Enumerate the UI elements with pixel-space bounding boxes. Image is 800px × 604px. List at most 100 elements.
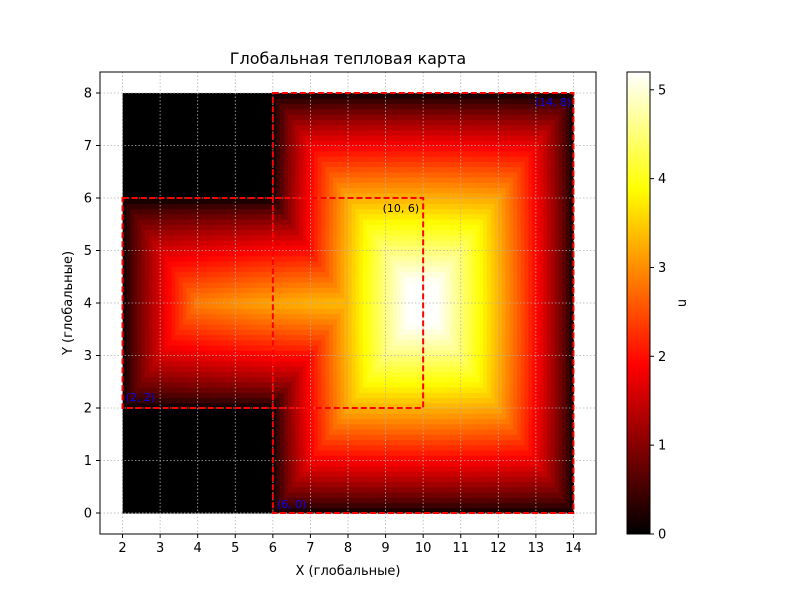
heat-cell — [175, 434, 180, 441]
heat-cell — [122, 182, 127, 189]
heat-cell — [122, 250, 127, 257]
heat-cell — [340, 124, 345, 131]
heat-cell — [137, 187, 142, 194]
heat-cell — [314, 255, 319, 262]
heat-cell — [216, 507, 221, 514]
heat-cell — [122, 156, 127, 162]
heat-cell — [242, 171, 248, 178]
heat-cell — [186, 98, 191, 105]
heat-cell — [186, 145, 191, 152]
heat-cell — [152, 324, 157, 330]
heat-cell — [201, 140, 206, 147]
heat-cell — [332, 329, 338, 336]
heat-cell — [250, 444, 255, 451]
heat-cell — [310, 423, 315, 430]
heat-cell — [257, 397, 263, 404]
heat-cell — [246, 166, 251, 173]
heat-cell — [336, 476, 342, 483]
heat-cell — [284, 219, 289, 225]
heat-cell — [280, 271, 285, 278]
heat-cell — [265, 429, 270, 435]
heat-cell — [336, 381, 342, 388]
heat-cell — [126, 161, 131, 168]
heat-cell — [287, 329, 293, 336]
heat-cell — [171, 119, 176, 126]
heat-cell — [224, 465, 229, 472]
heat-cell — [141, 135, 146, 141]
heat-cell — [197, 208, 203, 215]
heat-cell — [160, 366, 165, 372]
heat-cell — [201, 429, 206, 435]
heat-cell — [242, 434, 248, 441]
heat-cell — [186, 108, 191, 115]
heat-cell — [291, 418, 296, 425]
heat-cell — [212, 234, 218, 241]
heat-cell — [329, 486, 334, 493]
heat-cell — [182, 481, 188, 488]
heat-cell — [126, 93, 131, 99]
heat-cell — [220, 271, 225, 278]
heat-cell — [302, 287, 308, 294]
heat-cell — [280, 276, 285, 283]
heat-cell — [348, 423, 353, 430]
heat-cell — [284, 161, 289, 168]
heat-cell — [269, 481, 274, 488]
heat-cell — [344, 355, 349, 362]
heat-cell — [160, 413, 165, 420]
heat-cell — [231, 297, 236, 304]
heat-cell — [344, 187, 349, 194]
heat-cell — [254, 455, 259, 462]
heat-cell — [336, 276, 342, 283]
heat-cell — [344, 135, 349, 141]
heat-cell — [272, 156, 278, 162]
heat-cell — [167, 486, 172, 493]
heat-cell — [178, 371, 184, 378]
heat-cell — [224, 261, 229, 267]
heat-cell — [152, 476, 157, 483]
heat-cell — [182, 145, 188, 152]
heat-cell — [227, 507, 233, 514]
heat-cell — [160, 208, 165, 215]
heat-cell — [325, 476, 330, 483]
heat-cell — [272, 476, 278, 483]
heat-cell — [302, 240, 308, 246]
heat-cell — [280, 219, 285, 225]
heat-cell — [250, 245, 255, 252]
heat-cell — [329, 324, 334, 330]
heat-cell — [250, 324, 255, 330]
heat-cell — [148, 339, 154, 346]
heat-cell — [227, 434, 233, 441]
heat-cell — [130, 135, 135, 141]
heat-cell — [329, 455, 334, 462]
heat-cell — [145, 187, 150, 194]
heat-cell — [284, 282, 289, 288]
heat-cell — [175, 124, 180, 131]
heat-cell — [284, 98, 289, 105]
heat-cell — [242, 507, 248, 514]
heat-cell — [325, 192, 330, 199]
heat-cell — [133, 397, 139, 404]
heat-cell — [272, 418, 278, 425]
heat-cell — [306, 224, 312, 231]
heat-cell — [197, 255, 203, 262]
heat-cell — [175, 381, 180, 388]
heat-cell — [220, 108, 225, 115]
heat-cell — [254, 198, 259, 204]
heat-cell — [193, 156, 199, 162]
heat-cell — [276, 150, 281, 157]
heat-cell — [257, 271, 263, 278]
heat-cell — [299, 465, 304, 472]
heat-cell — [145, 439, 150, 446]
heat-cell — [348, 108, 353, 115]
heat-cell — [122, 119, 127, 126]
heat-cell — [276, 93, 281, 99]
heat-cell — [299, 292, 304, 299]
heat-cell — [171, 324, 176, 330]
heat-cell — [246, 308, 251, 315]
heat-cell — [175, 450, 180, 456]
heat-cell — [314, 287, 319, 294]
heat-cell — [231, 308, 236, 315]
heat-cell — [122, 103, 127, 110]
heat-cell — [254, 324, 259, 330]
heat-cell — [235, 460, 240, 467]
